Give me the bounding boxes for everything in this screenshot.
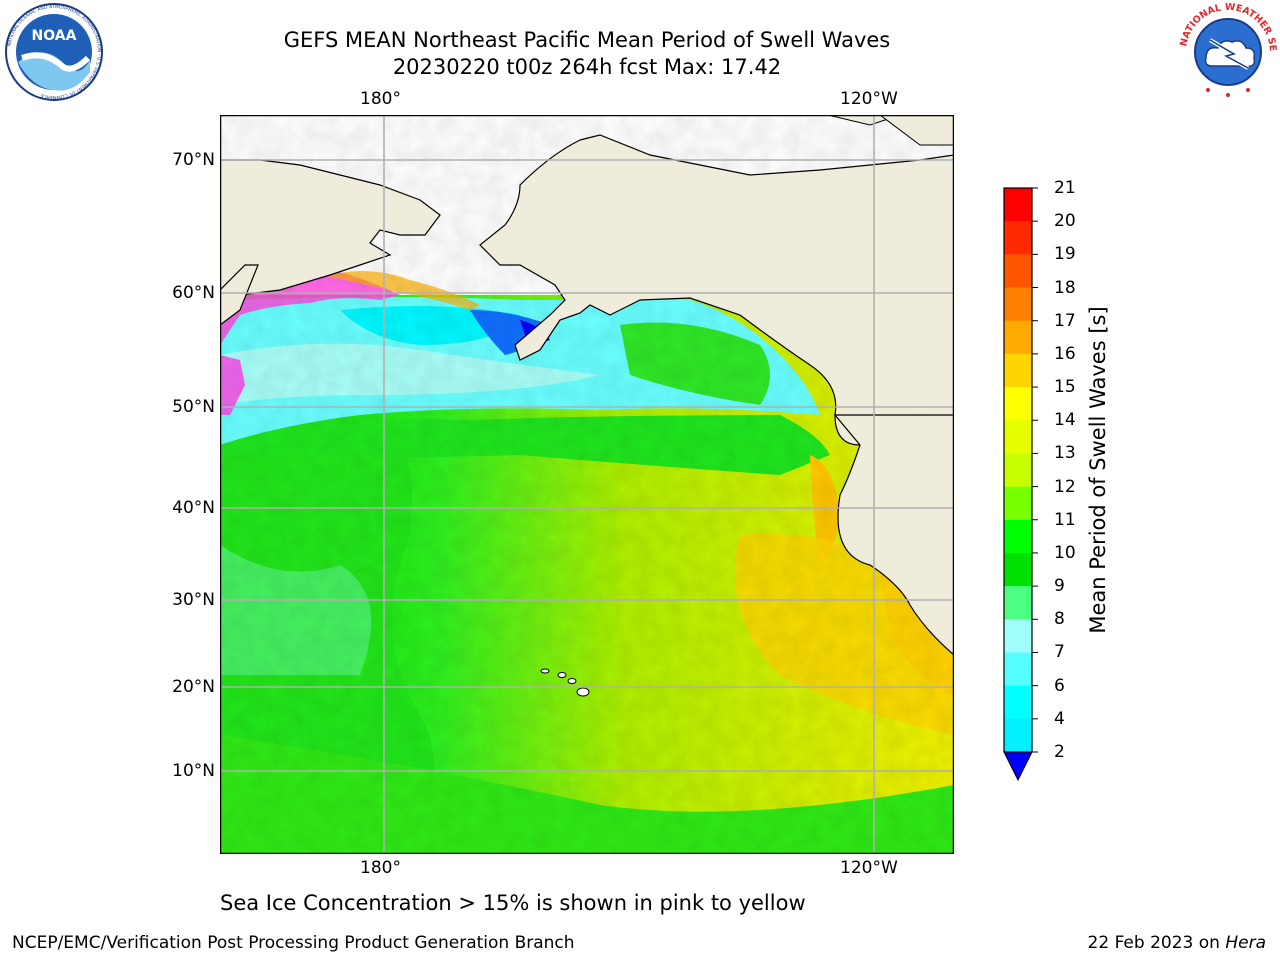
lon-label-bottom-180: 180°: [360, 858, 401, 878]
colorbar-cell: [1004, 254, 1032, 289]
colorbar-cell: [1004, 486, 1032, 521]
colorbar-cell: [1004, 287, 1032, 322]
chart-subtitle: 20230220 t00z 264h fcst Max: 17.42: [392, 55, 782, 79]
colorbar-cell: [1004, 320, 1032, 355]
lat-label-50n: 50°N: [172, 397, 215, 417]
noaa-logo-text: NOAA: [32, 28, 77, 44]
map-frame: [220, 115, 954, 854]
colorbar-frame: [1003, 187, 1033, 753]
colorbar-extend-arrow: [1003, 751, 1033, 782]
footer-date-text: 22 Feb 2023 on: [1087, 933, 1226, 953]
nws-logo-icon: NATIONAL WEATHER SERVICE: [1176, 2, 1278, 99]
colorbar-cell: [1004, 453, 1032, 488]
land-hawaii: [540, 668, 590, 697]
colorbar-tick-label: 9: [1054, 576, 1065, 597]
colorbar-tick-label: 6: [1054, 675, 1065, 696]
land-alaska-canada: [479, 134, 954, 446]
land-arctic-island-2: [879, 115, 954, 146]
colorbar-tick-label: 11: [1054, 509, 1076, 530]
colorbar-tick-label: 20: [1054, 211, 1076, 232]
sea-ice-note: Sea Ice Concentration > 15% is shown in …: [220, 891, 806, 915]
swell-period-map: [220, 115, 954, 854]
footer-host: Hera: [1225, 933, 1266, 953]
lon-label-top-180: 180°: [360, 89, 401, 109]
land-kamchatka: [220, 264, 259, 326]
colorbar-title: Mean Period of Swell Waves [s]: [1086, 306, 1110, 634]
colorbar-tick-label: 2: [1054, 742, 1065, 762]
lat-label-10n: 10°N: [172, 761, 215, 781]
land-us-west-coast: [833, 414, 954, 656]
colorbar-cells: [1004, 188, 1032, 753]
colorbar-cell: [1004, 652, 1032, 687]
colorbar-tick-label: 12: [1054, 476, 1076, 497]
lon-label-bottom-120w: 120°W: [840, 858, 898, 878]
colorbar: [1003, 187, 1038, 782]
colorbar-tick-label: 13: [1054, 443, 1076, 464]
footer-credit: NCEP/EMC/Verification Post Processing Pr…: [12, 933, 575, 953]
lat-label-30n: 30°N: [172, 590, 215, 610]
colorbar-tick-label: 17: [1054, 310, 1076, 331]
colorbar-tick-label: 16: [1054, 343, 1076, 364]
colorbar-tick-label: 14: [1054, 410, 1076, 431]
noaa-logo-icon: NOAA NATIONAL OCEANIC AND ATMOSPHERIC AD…: [5, 3, 103, 101]
colorbar-tick-label: 10: [1054, 542, 1076, 563]
footer-date: 22 Feb 2023 on Hera: [1088, 932, 1266, 954]
colorbar-tick-label: 15: [1054, 377, 1076, 398]
colorbar-cell: [1004, 519, 1032, 554]
colorbar-cell: [1004, 685, 1032, 720]
colorbar-tick-label: 7: [1054, 642, 1065, 663]
map-gridlines: [220, 115, 954, 854]
colorbar-cell: [1004, 221, 1032, 255]
colorbar-tick-label: 18: [1054, 277, 1076, 298]
colorbar-tick-label: 19: [1054, 244, 1076, 265]
lat-label-60n: 60°N: [172, 283, 215, 303]
colorbar-tick-label: 4: [1054, 708, 1065, 729]
colorbar-cell: [1004, 420, 1032, 454]
land-arctic-island-1: [827, 115, 901, 126]
colorbar-ticks: [1032, 187, 1038, 753]
colorbar-cell: [1004, 718, 1032, 753]
lat-label-70n: 70°N: [172, 150, 215, 170]
colorbar-cell: [1004, 353, 1032, 388]
colorbar-tick-label: 21: [1054, 178, 1076, 198]
lat-label-40n: 40°N: [172, 498, 215, 518]
land-chukotka: [220, 159, 441, 306]
colorbar-cell: [1004, 586, 1032, 620]
colorbar-cell: [1004, 387, 1032, 421]
chart-title: GEFS MEAN Northeast Pacific Mean Period …: [283, 28, 891, 52]
lon-label-top-120w: 120°W: [840, 89, 898, 109]
colorbar-cell: [1004, 619, 1032, 653]
colorbar-cell: [1004, 552, 1032, 587]
colorbar-tick-label: 8: [1054, 609, 1065, 630]
colorbar-cell: [1004, 188, 1032, 222]
lat-label-20n: 20°N: [172, 677, 215, 697]
